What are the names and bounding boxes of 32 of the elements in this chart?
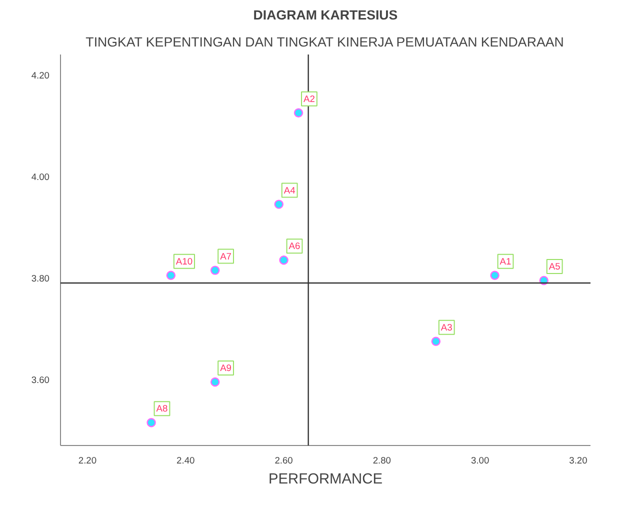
annotation: A4	[284, 185, 296, 196]
annotation: A5	[548, 261, 560, 272]
y-tick-label: 4.20	[31, 70, 50, 80]
chart-title: DIAGRAM KARTESIUS	[253, 8, 398, 22]
annotation: A7	[220, 251, 232, 262]
point	[210, 377, 220, 387]
point	[146, 418, 156, 428]
annotation: A1	[500, 256, 512, 266]
x-axis-title: PERFORMANCE	[268, 472, 383, 488]
point	[274, 200, 284, 209]
point	[166, 270, 176, 280]
x-tick-label: 2.80	[372, 456, 392, 466]
annotation: A2	[304, 94, 315, 104]
annotation: A10	[176, 256, 193, 266]
chart-subtitle: TINGKAT KEPENTINGAN DAN TINGKAT KINERJA PEMUATAAN KENDARAAN	[86, 34, 564, 50]
x-tick-label: 2.40	[176, 456, 195, 466]
point	[431, 336, 441, 346]
annotation: A8	[156, 404, 168, 414]
point	[294, 108, 304, 118]
annotation: A6	[288, 241, 300, 252]
point	[210, 266, 220, 275]
x-tick-label: 2.60	[274, 456, 293, 466]
annotation: A3	[440, 322, 452, 332]
point	[490, 270, 500, 280]
x-tick-label: 3.20	[569, 456, 588, 466]
x-tick-label: 2.20	[78, 456, 97, 466]
y-tick-label: 3.80	[31, 273, 50, 284]
y-tick-label: 3.60	[31, 374, 50, 385]
annotation: A9	[220, 363, 232, 374]
point	[279, 256, 288, 265]
y-tick-label: 4.00	[31, 172, 50, 182]
x-tick-label: 3.00	[471, 456, 490, 466]
